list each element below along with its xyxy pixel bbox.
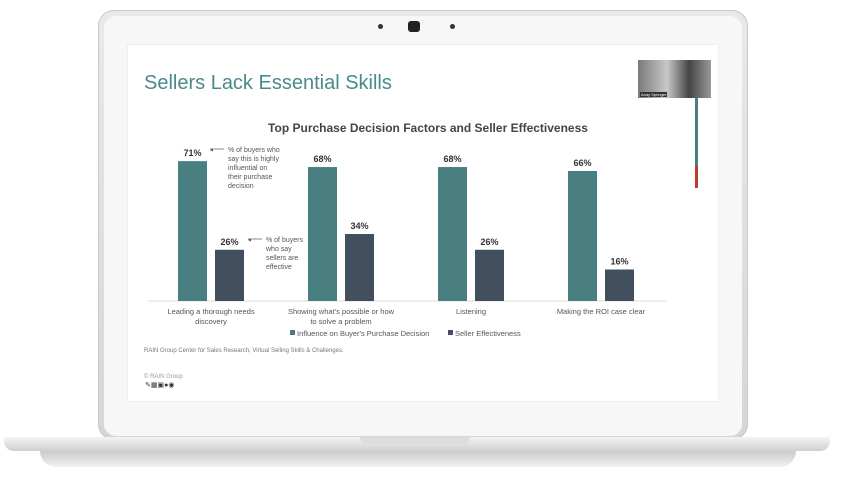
category-label: Showing what's possible or how: [288, 307, 395, 316]
bar-influence: [568, 170, 597, 301]
annotation-text: decision: [228, 183, 254, 190]
category-label: to solve a problem: [310, 317, 371, 326]
category-label: Leading a thorough needs: [167, 307, 254, 316]
bar-effectiveness: [605, 269, 634, 301]
legend-swatch: [290, 330, 295, 335]
slide: Sellers Lack Essential Skills Andy Sprin…: [128, 45, 718, 401]
data-label: 68%: [443, 154, 461, 164]
pen-icon[interactable]: ✎: [145, 382, 151, 389]
arrow-head-icon: ◂: [248, 238, 251, 244]
legend-label: Seller Effectiveness: [455, 329, 521, 338]
data-label: 26%: [220, 237, 238, 247]
annotation-text: % of buyers: [266, 237, 303, 244]
bar-influence: [178, 161, 207, 301]
annotation-text: % of buyers who: [228, 147, 280, 154]
laptop-base: [4, 437, 830, 451]
data-label: 26%: [480, 237, 498, 247]
webcam-name: Andy Springer: [640, 92, 668, 97]
data-label: 71%: [183, 148, 201, 158]
data-label: 34%: [350, 221, 368, 231]
data-label: 66%: [573, 158, 591, 168]
data-label: 68%: [313, 154, 331, 164]
annotation-text: say this is highly: [228, 156, 279, 163]
chart-title: Top Purchase Decision Factors and Seller…: [268, 121, 588, 135]
annotation-text: their purchase: [228, 174, 272, 181]
legend-swatch: [448, 330, 453, 335]
bar-influence: [308, 167, 337, 301]
copyright: © RAIN Group: [144, 374, 183, 380]
annotation-text: influential on: [228, 165, 267, 172]
category-label: Making the ROI case clear: [557, 307, 646, 316]
annotation-text: who say: [265, 246, 292, 253]
laptop-shadow: [40, 451, 796, 467]
slide-title: Sellers Lack Essential Skills: [144, 72, 392, 94]
more-icon[interactable]: ◉: [168, 382, 175, 389]
data-label: 16%: [610, 256, 628, 266]
bar-chart: Top Purchase Decision Factors and Seller…: [148, 121, 667, 338]
camera-icon: [408, 21, 420, 32]
source-note: RAIN Group Center for Sales Research, Vi…: [144, 348, 344, 354]
webcam-thumbnail: Andy Springer: [638, 60, 711, 98]
bar-influence: [438, 167, 467, 301]
annotation-text: effective: [266, 264, 292, 271]
category-label: discovery: [195, 317, 227, 326]
video-icon[interactable]: ▣: [157, 382, 165, 389]
arrow-head-icon: ◂: [210, 148, 213, 154]
sensor-icon: [450, 24, 455, 29]
bar-effectiveness: [345, 234, 374, 301]
grid-icon[interactable]: ▦: [150, 382, 158, 389]
bar-effectiveness: [475, 249, 504, 301]
sensor-icon: [378, 24, 383, 29]
category-label: Listening: [456, 307, 486, 316]
zoom-icon[interactable]: ●: [164, 382, 169, 389]
legend-label: Influence on Buyer's Purchase Decision: [297, 329, 429, 338]
progress-bar: [695, 98, 698, 188]
bar-effectiveness: [215, 249, 244, 301]
slide-toolbar[interactable]: ✎▦▣●◉: [145, 381, 174, 389]
laptop-notch: [360, 437, 470, 444]
annotation-text: sellers are: [266, 255, 298, 262]
